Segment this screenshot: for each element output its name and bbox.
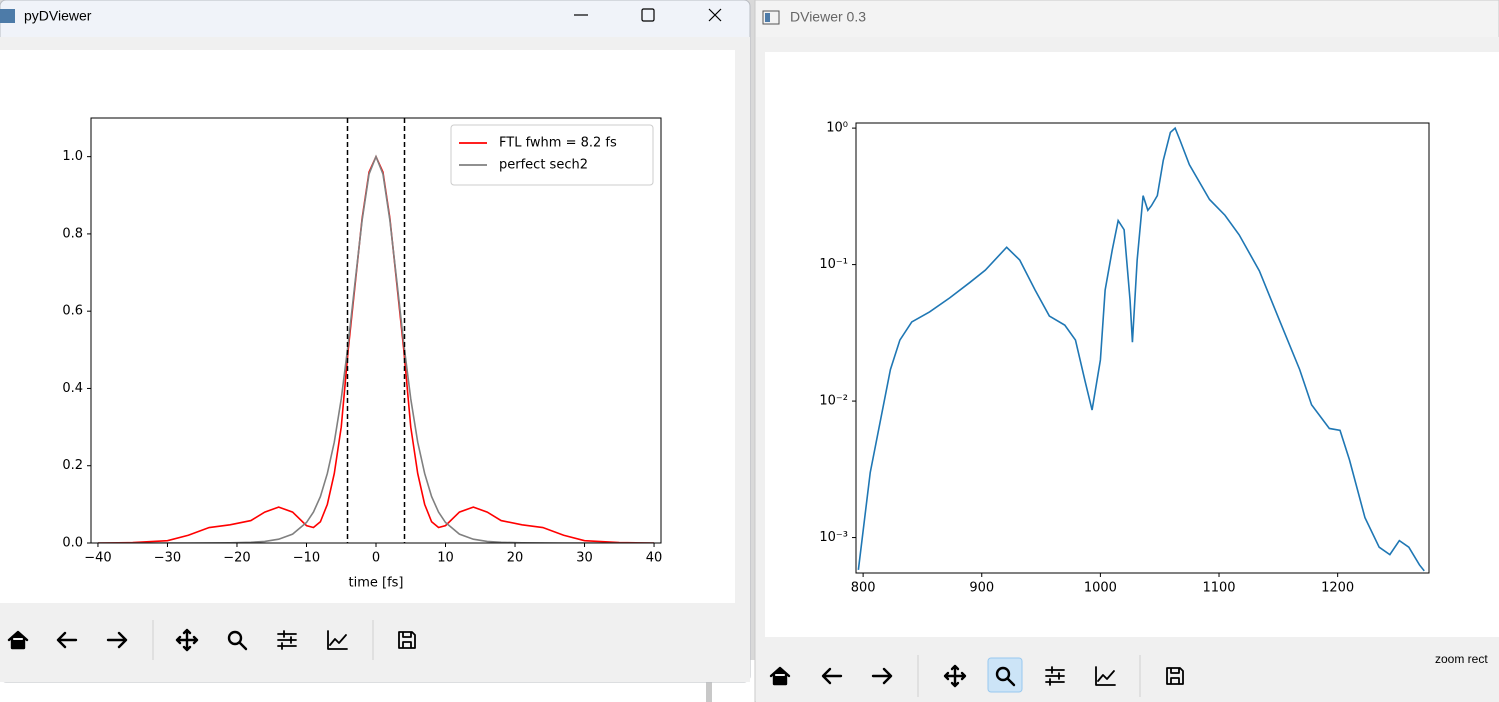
x-tick-label: 1100 [1202,581,1235,596]
subplots-button[interactable] [277,630,297,650]
x-tick-label: −10 [293,551,320,566]
x-tick-label: 900 [969,581,994,596]
legend-box [450,124,654,186]
y-tick-label: 10⁰ [826,121,848,136]
chart: −40 −30 −20 −10 0 10 20 30 40 0.0 0.2 0.4 0.6 0.8 1.0 t… [62,117,663,591]
y-tick-label: 10⁻¹ [819,257,848,272]
maximize-button[interactable] [641,8,655,22]
y-tick-label: 1.0 [62,149,83,164]
x-tick-label: −20 [223,551,250,566]
figure [765,52,1499,637]
axes-frame [855,122,1430,574]
legend-label: perfect sech2 [499,158,588,173]
series-line [857,126,1425,572]
x-tick-label: 20 [507,551,524,566]
status-text: zoom rect [1435,652,1488,666]
x-tick-label: −40 [84,551,111,566]
x-axis-label: time [fs] [349,576,404,591]
subplots-button[interactable] [1045,666,1065,686]
zoom-button-active[interactable] [987,657,1023,693]
y-tick-label: 10⁻² [819,394,848,409]
series-line [97,154,655,543]
y-tick-label: 0.2 [62,458,83,473]
window-title: DViewer 0.3 [790,9,866,25]
x-tick-label: 30 [576,551,593,566]
x-tick-label: 10 [437,551,454,566]
y-tick-label: 0.0 [62,536,83,551]
y-tick-label: 10⁻³ [819,530,848,545]
window-title: pyDViewer [24,8,92,24]
chart: 800 900 1000 1100 1200 10⁻³ 10⁻² 10⁻¹ 10⁰ [819,121,1430,596]
app-icon [0,9,15,23]
app-icon [762,10,780,25]
y-tick-label: 0.8 [62,226,83,241]
y-tick-label: 0.6 [62,304,83,319]
legend-label: FTL fwhm = 8.2 fs [499,136,617,151]
x-tick-label: 1000 [1084,581,1117,596]
x-tick-label: 1200 [1321,581,1354,596]
x-tick-label: 0 [372,551,380,566]
app-icon-fill [765,13,770,22]
x-tick-label: 800 [851,581,876,596]
y-tick-label: 0.4 [62,381,83,396]
x-tick-label: 40 [646,551,663,566]
x-tick-label: −30 [154,551,181,566]
window-right: DViewer 0.3 zoom rect [754,0,1499,702]
close-button[interactable] [708,8,722,22]
